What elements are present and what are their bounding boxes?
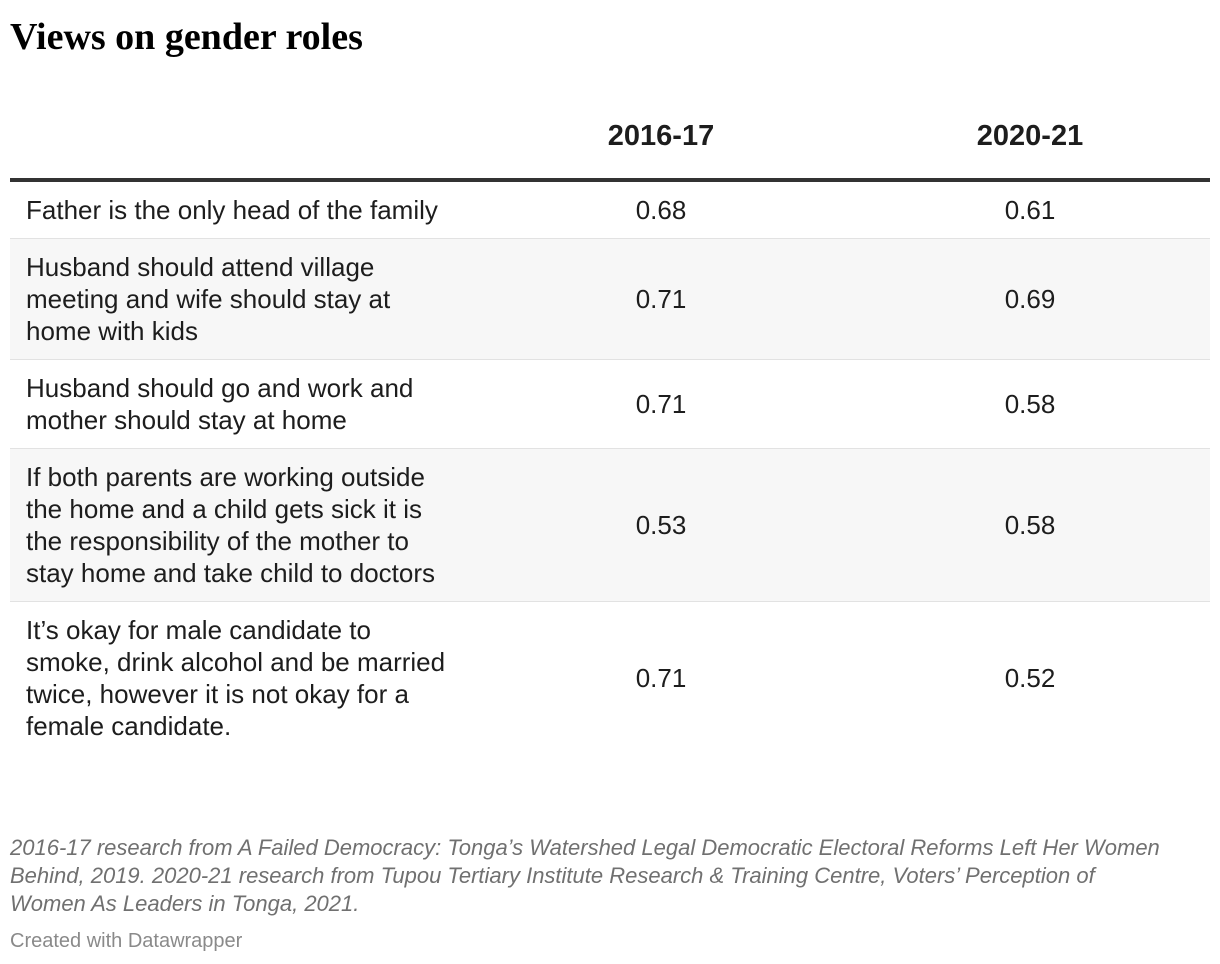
table-row: Husband should go and work and mother sh… bbox=[10, 359, 1210, 449]
row-label: If both parents are working outside the … bbox=[10, 448, 472, 602]
cell-value: 0.58 bbox=[850, 359, 1210, 449]
row-label: Husband should go and work and mother sh… bbox=[10, 359, 472, 449]
cell-value: 0.71 bbox=[635, 663, 687, 693]
column-header-label bbox=[10, 104, 472, 182]
row-label: It’s okay for male candidate to smoke, d… bbox=[26, 615, 446, 741]
column-header-2016-17: 2016-17 bbox=[472, 104, 850, 182]
chart-title: Views on gender roles bbox=[10, 16, 363, 58]
row-label: Father is the only head of the family bbox=[10, 180, 472, 239]
row-label: Husband should attend village meeting an… bbox=[10, 238, 472, 360]
column-header-2020-21: 2020-21 bbox=[850, 104, 1210, 182]
cell-value: 0.53 bbox=[472, 448, 850, 602]
table-row: Husband should attend village meeting an… bbox=[10, 238, 1210, 360]
table-row: It’s okay for male candidate to smoke, d… bbox=[10, 602, 1210, 755]
table-row: If both parents are working outside the … bbox=[10, 448, 1210, 602]
table-header-row: 2016-17 2020-21 bbox=[10, 104, 1210, 182]
data-table: 2016-17 2020-21 Father is the only head … bbox=[10, 104, 1210, 754]
cell-value: 0.71 bbox=[472, 359, 850, 449]
cell-value: 0.61 bbox=[850, 180, 1210, 239]
cell-value: 0.69 bbox=[850, 238, 1210, 360]
cell-value: 0.52 bbox=[1004, 663, 1056, 693]
source-notes: 2016-17 research from A Failed Democracy… bbox=[10, 835, 1160, 916]
cell-value: 0.68 bbox=[472, 180, 850, 239]
cell-value: 0.58 bbox=[850, 448, 1210, 602]
table-row: Father is the only head of the family 0.… bbox=[10, 180, 1210, 239]
datawrapper-credit: Created with Datawrapper bbox=[10, 930, 243, 952]
cell-value: 0.71 bbox=[472, 238, 850, 360]
